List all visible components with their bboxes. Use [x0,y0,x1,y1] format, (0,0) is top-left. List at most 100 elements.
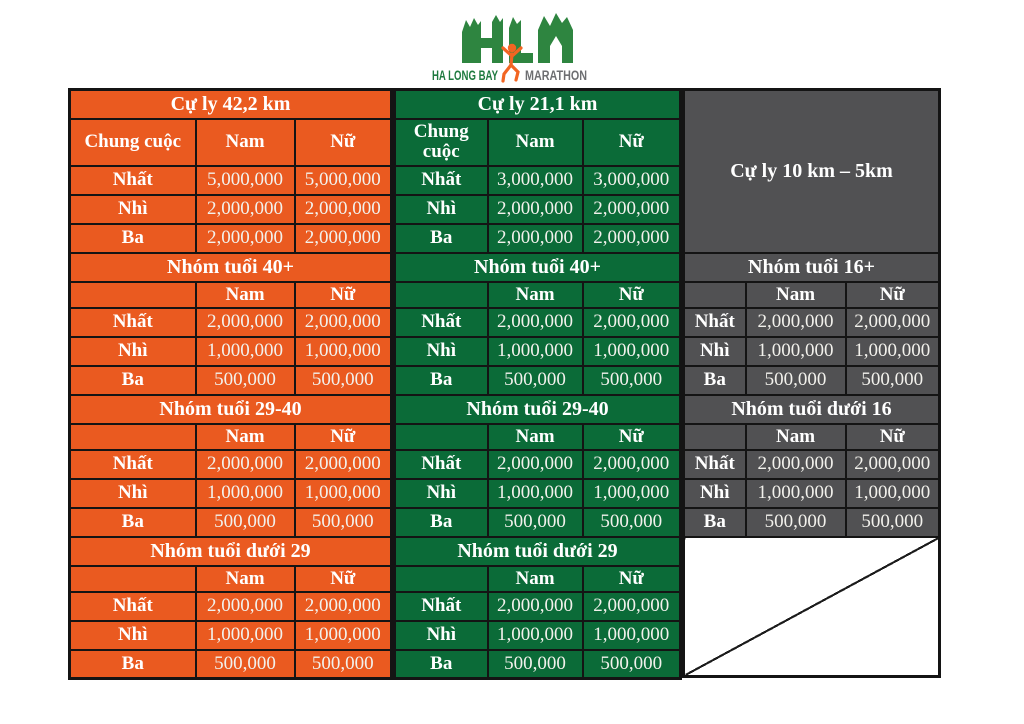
prize-nam: 2,000,000 [194,448,296,480]
logo: HA LONG BAY MARATHON [0,0,1024,88]
rank-label: Nhì [393,335,489,367]
col-header-nam: Nam [744,422,847,451]
col-header-nu: Nữ [581,280,682,309]
prize-nu: 500,000 [581,364,682,396]
rank-label: Nhất [393,448,489,480]
prize-nam: 500,000 [486,506,584,538]
prize-nu: 2,000,000 [844,306,941,338]
rank-label: Nhì [682,335,747,367]
col-header-group [393,422,489,451]
col-header-nam: Nam [194,117,296,167]
prize-nu: 1,000,000 [293,335,393,367]
prize-nu: 500,000 [844,506,941,538]
rank-label: Ba [393,364,489,396]
distance-title: Cự ly 10 km – 5km [682,88,941,254]
rank-label: Nhất [393,590,489,622]
rank-label: Nhì [682,477,747,509]
prize-nu: 5,000,000 [293,164,393,196]
prize-nam: 1,000,000 [486,335,584,367]
prize-nu: 1,000,000 [293,619,393,651]
col-header-group [68,422,197,451]
col-header-nu: Nữ [581,422,682,451]
section-title: Nhóm tuổi 40+ [393,251,682,283]
section-title: Nhóm tuổi 29-40 [393,393,682,425]
rank-label: Nhì [393,193,489,225]
prize-nam: 2,000,000 [744,448,847,480]
wordmark-marathon: MARATHON [525,68,587,83]
col-header-nu: Nữ [293,117,393,167]
prize-nu: 2,000,000 [293,590,393,622]
prize-nu: 2,000,000 [581,448,682,480]
col-header-group [393,564,489,593]
col-header-nu: Nữ [293,280,393,309]
section-title: Nhóm tuổi dưới 29 [393,535,682,567]
col-header-group: Chung cuộc [68,117,197,167]
col-header-group [682,280,747,309]
halong-bay-marathon-logo-icon: HA LONG BAY MARATHON [432,13,587,83]
section-title: Nhóm tuổi dưới 29 [68,535,393,567]
prize-nam: 500,000 [194,506,296,538]
prize-nam: 1,000,000 [194,477,296,509]
section-title: Nhóm tuổi 40+ [68,251,393,283]
section-title: Cự ly 21,1 km [393,88,682,120]
prize-nam: 3,000,000 [486,164,584,196]
col-header-nu: Nữ [581,117,682,167]
rank-label: Ba [68,364,197,396]
rank-label: Ba [393,648,489,680]
rank-label: Ba [68,506,197,538]
rank-label: Ba [682,364,747,396]
rank-label: Nhất [682,448,747,480]
prize-nu: 2,000,000 [293,193,393,225]
prize-nu: 1,000,000 [293,477,393,509]
prize-nu: 1,000,000 [581,477,682,509]
col-header-nam: Nam [194,280,296,309]
prize-nam: 500,000 [194,364,296,396]
prize-nu: 2,000,000 [293,448,393,480]
prize-table-42km: Cự ly 42,2 km Chung cuộc Nam Nữ Nhất 5,0… [68,88,393,680]
rank-label: Nhì [68,335,197,367]
prize-nu: 500,000 [293,506,393,538]
col-header-nam: Nam [486,117,584,167]
prize-nu: 2,000,000 [581,590,682,622]
prize-nam: 2,000,000 [194,193,296,225]
rank-label: Nhất [68,164,197,196]
prize-nam: 500,000 [486,364,584,396]
prize-nam: 2,000,000 [486,222,584,254]
col-header-nam: Nam [194,564,296,593]
prize-nu: 2,000,000 [581,306,682,338]
col-header-nam: Nam [486,564,584,593]
section-title: Nhóm tuổi dưới 16 [682,393,941,425]
rank-label: Nhất [682,306,747,338]
rank-label: Nhất [68,590,197,622]
col-header-group: Chung cuộc [393,117,489,167]
prize-nam: 1,000,000 [486,477,584,509]
prize-nu: 500,000 [581,648,682,680]
col-header-nam: Nam [194,422,296,451]
prize-nu: 2,000,000 [844,448,941,480]
prize-nu: 2,000,000 [293,222,393,254]
prize-nam: 2,000,000 [744,306,847,338]
prize-nu: 2,000,000 [293,306,393,338]
rank-label: Nhất [68,306,197,338]
prize-nam: 1,000,000 [486,619,584,651]
prize-nam: 2,000,000 [194,590,296,622]
prize-table-21km: Cự ly 21,1 km Chung cuộc Nam Nữ Nhất 3,0… [393,88,682,680]
prize-nu: 500,000 [581,506,682,538]
col-header-group [68,564,197,593]
section-title: Nhóm tuổi 29-40 [68,393,393,425]
prize-nu: 500,000 [844,364,941,396]
section-title: Nhóm tuổi 16+ [682,251,941,283]
prize-nam: 2,000,000 [486,448,584,480]
prize-nam: 2,000,000 [194,306,296,338]
col-header-group [393,280,489,309]
prize-nu: 1,000,000 [581,335,682,367]
empty-diagonal-cell [682,535,941,678]
col-header-nam: Nam [744,280,847,309]
rank-label: Ba [393,222,489,254]
prize-nu: 1,000,000 [581,619,682,651]
col-header-nu: Nữ [844,280,941,309]
prize-nam: 5,000,000 [194,164,296,196]
prize-nu: 2,000,000 [581,193,682,225]
rank-label: Nhì [68,477,197,509]
prize-nam: 1,000,000 [744,335,847,367]
